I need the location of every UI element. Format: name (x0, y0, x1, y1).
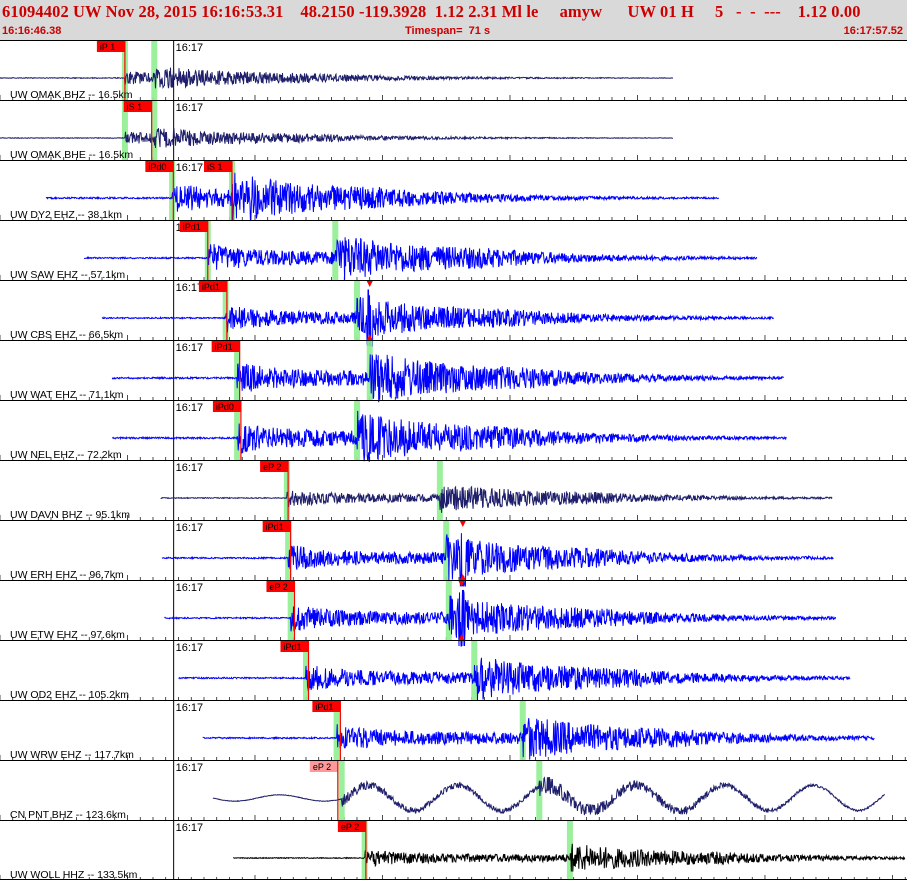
pick-label-box (260, 461, 289, 472)
pick-label-box (312, 701, 341, 712)
pick-label-box (309, 761, 338, 772)
phase-window (285, 521, 292, 580)
pick-label: eP 2 (269, 582, 287, 592)
pick-label: eP 2 (263, 462, 281, 472)
start-time: 16:16:46.38 (2, 25, 62, 37)
seismogram-trace (0, 127, 673, 149)
phase-window (519, 701, 526, 760)
pick-label: iS 1 (207, 162, 223, 172)
pick-label: iPd1 (215, 342, 233, 352)
minute-label: 16:17 (176, 702, 204, 714)
seismogram-trace (0, 67, 674, 90)
pick-label-box (123, 101, 152, 112)
seismogram-trace (160, 485, 833, 513)
pick-label: iPd1 (315, 702, 333, 712)
minute-label: 16:17 (176, 642, 204, 654)
station-label: UW DY2 EHZ -- 38.1km (10, 209, 122, 221)
header-bar: 61094402 UW Nov 28, 2015 16:16:53.31 48.… (0, 0, 907, 40)
pick-label: iPd0 (148, 162, 166, 172)
phase-window (121, 101, 128, 160)
station-label: UW SAW EHZ -- 57.1km (10, 269, 125, 281)
station-label: UW OMAK BHE -- 16.5km (10, 149, 133, 161)
seismogram-trace (164, 589, 837, 647)
phase-marker (366, 334, 373, 340)
station-label: UW CBS EHZ -- 66.5km (10, 329, 123, 341)
pick-label-box (212, 401, 241, 412)
station-label: UW ERH EHZ -- 96.7km (10, 569, 124, 581)
station-label: UW NEL EHZ -- 72.2km (10, 449, 122, 461)
phase-marker (459, 574, 466, 580)
station-label: UW WAT EHZ -- 71.1km (10, 389, 124, 401)
seismogram-trace (178, 657, 851, 701)
pick-label-box (266, 581, 295, 592)
event-title: 61094402 UW Nov 28, 2015 16:16:53.31 48.… (2, 2, 861, 21)
seismogram-trace (161, 533, 834, 588)
seismogram-trace (84, 237, 758, 280)
minute-label: 16:17 (176, 342, 204, 354)
pick-label-box (145, 161, 174, 172)
pick-label: iPd1 (202, 282, 220, 292)
seismogram-trace (212, 776, 885, 816)
phase-window (283, 461, 290, 520)
seismogram-trace (111, 410, 787, 462)
timespan-label: Timespan= 71 s (405, 25, 491, 37)
station-label: UW WOLL HHZ -- 133.5km (10, 869, 138, 880)
station-label: UW OMAK BHZ -- 16.5km (10, 89, 133, 101)
station-label: UW ETW EHZ -- 97.6km (10, 629, 125, 641)
pick-label-box (96, 41, 125, 52)
minute-label: 16:17 (176, 582, 204, 594)
phase-window (566, 821, 573, 880)
phase-marker (458, 581, 465, 587)
seismogram-trace (111, 354, 785, 403)
minute-label: 16:17 (176, 462, 204, 474)
minute-label: 16:17 (176, 522, 204, 534)
pick-label-box (262, 521, 291, 532)
pick-label-box (203, 161, 232, 172)
phase-window (222, 281, 229, 340)
phase-window (151, 41, 158, 100)
phase-window (361, 821, 368, 880)
station-label: UW DAVN BHZ -- 95.1km (10, 509, 130, 521)
seismogram-trace (101, 289, 774, 347)
pick-label-box (337, 821, 366, 832)
phase-window (234, 401, 241, 460)
phase-window (436, 461, 443, 520)
phase-marker (459, 521, 466, 527)
phase-window (445, 581, 452, 640)
end-time: 16:17:57.52 (843, 25, 903, 37)
pick-label: eP 2 (341, 822, 359, 832)
minute-label: 16:17 (176, 822, 204, 834)
pick-label-box (179, 221, 208, 232)
station-label: UW WRW EHZ -- 117.7km (10, 749, 134, 761)
minute-label: 16:17 (176, 402, 204, 414)
pick-label-box (280, 641, 309, 652)
minute-label: 16:17 (176, 102, 204, 114)
phase-window (151, 101, 158, 160)
pick-label: iP 1 (100, 42, 115, 52)
seismogram-trace (232, 843, 906, 872)
station-label: CN PNT BHZ -- 123.6km (10, 809, 126, 821)
phase-marker (366, 281, 373, 287)
pick-label: iPd1 (266, 522, 284, 532)
pick-label: iPd0 (216, 402, 234, 412)
pick-label: iPd1 (283, 642, 301, 652)
phase-window (287, 581, 294, 640)
phase-marker (458, 634, 465, 640)
seismogram-trace (45, 172, 719, 222)
minute-label: 16:17 (176, 42, 204, 54)
pick-label: iPd1 (183, 222, 201, 232)
minute-label: 16:17 (176, 162, 204, 174)
pick-label: iS 1 (127, 102, 143, 112)
phase-window (338, 761, 345, 820)
minute-label: 16:17 (176, 762, 204, 774)
minute-label: 16:17 (176, 282, 204, 294)
seismogram-trace (202, 718, 875, 760)
pick-label: eP 2 (313, 762, 331, 772)
phase-window (169, 161, 176, 220)
pick-label-box (211, 341, 240, 352)
station-label: UW OD2 EHZ -- 105.2km (10, 689, 129, 701)
pick-label-box (198, 281, 227, 292)
